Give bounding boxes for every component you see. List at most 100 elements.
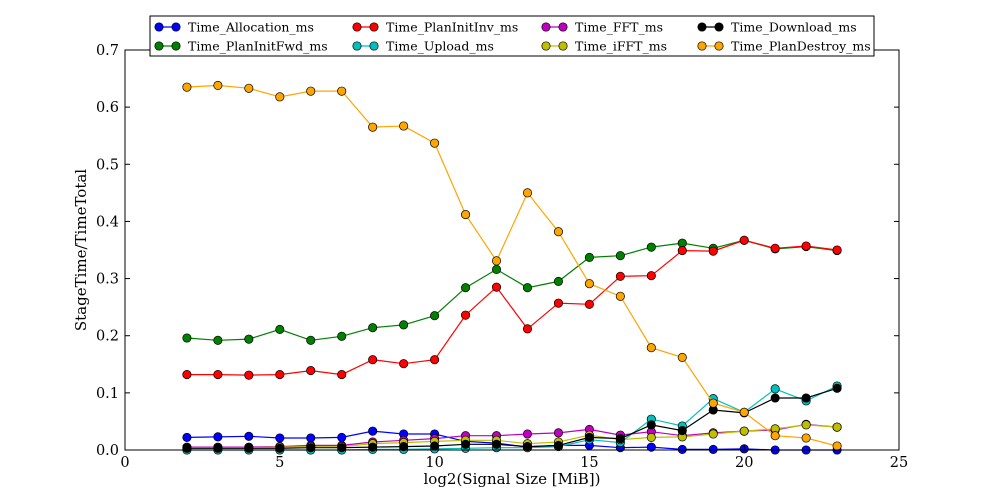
legend-marker — [154, 22, 164, 32]
legend-marker — [541, 41, 551, 51]
data-point — [337, 443, 347, 453]
data-point — [522, 283, 533, 293]
data-point — [461, 439, 471, 449]
data-point — [306, 335, 316, 345]
legend-label: Time_PlanInitInv_ms — [386, 20, 518, 35]
data-point — [244, 83, 254, 93]
data-point — [306, 86, 316, 96]
legend-marker — [352, 22, 362, 32]
series-Time_Download_ms — [182, 383, 842, 453]
legend-item: Time_Download_ms — [697, 20, 857, 35]
legend-marker — [171, 22, 181, 32]
data-point — [399, 442, 409, 452]
data-point — [553, 298, 563, 308]
y-tick-label: 0.3 — [96, 272, 119, 288]
data-point — [646, 442, 656, 452]
data-point — [275, 92, 285, 102]
data-point — [708, 246, 718, 256]
data-point — [461, 310, 471, 320]
data-point — [832, 245, 842, 255]
legend-label: Time_PlanDestroy_ms — [731, 39, 871, 54]
series-Time_PlanInitInv_ms — [182, 235, 842, 380]
data-point — [399, 359, 409, 369]
data-point — [553, 276, 563, 286]
x-tick-label: 0 — [120, 455, 129, 471]
data-point — [553, 227, 563, 237]
data-point — [708, 444, 718, 454]
data-point — [337, 370, 347, 380]
data-point — [368, 355, 378, 365]
data-point — [553, 440, 563, 450]
data-point — [522, 324, 533, 334]
data-point — [646, 343, 656, 353]
data-point — [461, 210, 471, 220]
data-point — [491, 264, 502, 274]
data-point — [770, 393, 780, 403]
data-point — [213, 432, 223, 442]
legend-marker — [558, 22, 568, 32]
y-tick-label: 0.6 — [96, 100, 119, 116]
y-tick-label: 0.5 — [96, 157, 119, 173]
series-line — [186, 424, 838, 449]
y-tick-label: 0.4 — [96, 214, 119, 230]
legend-marker — [541, 22, 551, 32]
legend-marker — [352, 41, 362, 51]
y-tick-label: 0.0 — [96, 443, 119, 459]
data-point — [832, 422, 842, 432]
data-point — [182, 82, 192, 92]
data-point — [306, 366, 316, 376]
legend-marker — [714, 22, 724, 32]
data-point — [801, 433, 811, 443]
legend-label: Time_PlanInitFwd_ms — [188, 39, 328, 54]
x-tick-label: 15 — [580, 455, 598, 471]
data-point — [739, 426, 749, 436]
data-point — [244, 370, 254, 380]
data-point — [182, 432, 192, 442]
data-point — [244, 443, 254, 453]
x-tick-label: 20 — [735, 455, 753, 471]
plot-background — [125, 50, 899, 450]
legend-item: Time_PlanInitFwd_ms — [154, 39, 328, 54]
data-point — [522, 429, 533, 439]
data-point — [708, 429, 718, 439]
data-point — [399, 121, 409, 131]
legend-item: Time_Allocation_ms — [154, 20, 314, 35]
data-point — [275, 370, 285, 380]
legend-marker — [697, 22, 707, 32]
data-point — [584, 252, 594, 262]
data-point — [646, 271, 656, 281]
legend-marker — [697, 41, 707, 51]
legend-label: Time_Download_ms — [731, 20, 857, 35]
data-point — [244, 334, 254, 344]
data-point — [182, 333, 192, 343]
data-point — [430, 355, 440, 365]
data-point — [182, 443, 192, 453]
legend-marker — [714, 41, 724, 51]
series-Time_PlanDestroy_ms — [182, 80, 842, 451]
data-point — [801, 393, 811, 403]
y-tick-label: 0.1 — [96, 386, 119, 402]
data-point — [337, 432, 347, 442]
y-axis-label: StageTime/TimeTotal — [72, 169, 90, 331]
data-point — [213, 335, 223, 345]
series-line — [186, 239, 838, 376]
series-line — [186, 387, 838, 449]
data-point — [306, 443, 316, 453]
data-point — [770, 243, 780, 253]
x-tick-label: 25 — [890, 455, 908, 471]
data-point — [522, 442, 533, 452]
data-point — [522, 188, 533, 198]
data-point — [677, 246, 687, 256]
legend-label: Time_iFFT_ms — [575, 39, 667, 54]
data-point — [646, 432, 656, 442]
data-point — [584, 432, 594, 442]
data-point — [491, 439, 502, 449]
data-point — [770, 431, 780, 441]
data-point — [368, 122, 378, 132]
data-point — [801, 241, 811, 251]
data-point — [553, 428, 563, 438]
data-point — [368, 442, 378, 452]
data-point — [646, 420, 656, 430]
data-point — [646, 242, 656, 252]
data-point — [337, 331, 347, 341]
